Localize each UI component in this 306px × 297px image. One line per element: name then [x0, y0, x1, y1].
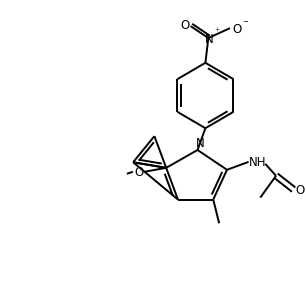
Text: O: O — [232, 23, 241, 36]
Text: $^-$: $^-$ — [241, 19, 250, 29]
Text: $^+$: $^+$ — [213, 27, 221, 36]
Text: N: N — [196, 137, 205, 150]
Text: O: O — [180, 19, 189, 32]
Text: NH: NH — [249, 156, 266, 169]
Text: O: O — [134, 166, 143, 179]
Text: O: O — [295, 184, 304, 197]
Text: N: N — [205, 33, 214, 45]
